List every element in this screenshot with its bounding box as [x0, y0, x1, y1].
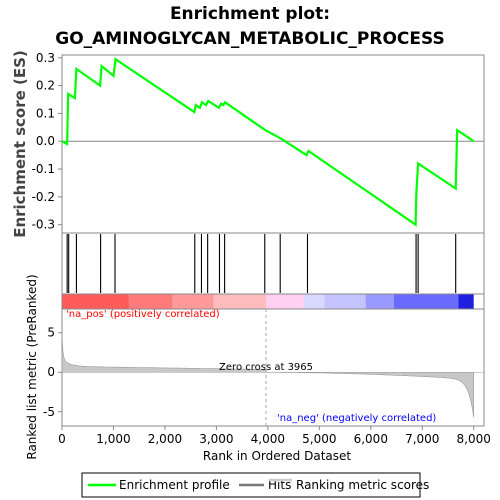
es-y-tick-label: 0.2: [36, 79, 55, 93]
x-tick-label: 3,000: [199, 432, 233, 446]
es-y-tick-label: 0.1: [36, 106, 55, 120]
ranked-y-tick-label: 5: [47, 326, 55, 340]
heatmap-segment: [62, 294, 129, 309]
x-tick-label: 5,000: [302, 432, 336, 446]
legend: Enrichment profile Hits Ranking metric s…: [81, 472, 429, 498]
heatmap-segment: [458, 294, 474, 309]
x-tick-label: 7,000: [405, 432, 439, 446]
zero-cross-label: Zero cross at 3965: [219, 362, 313, 373]
x-tick-label: 6,000: [354, 432, 388, 446]
heatmap-segment: [128, 294, 173, 309]
es-y-ticks: 0.3 0.2 0.1 0.0 -0.1 -0.2 -0.3: [32, 51, 62, 232]
enrichment-profile-line: [61, 57, 475, 227]
x-tick-label: 2,000: [148, 432, 182, 446]
chart-title-line1: Enrichment plot:: [170, 4, 330, 24]
es-y-tick-label: 0.3: [36, 51, 55, 65]
es-y-tick-label: -0.1: [32, 162, 55, 176]
es-panel-frame: [61, 54, 485, 234]
heatmap-segment: [303, 294, 325, 309]
es-panel: 0.3 0.2 0.1 0.0 -0.1 -0.2 -0.3 Enrichment scor…: [11, 50, 485, 238]
x-axis-ticks: 0 1,000 2,000 3,000 4,000 5,000 6,000 7,000 8,00…: [58, 426, 491, 446]
hits-panel-frame: [61, 232, 485, 295]
es-y-axis-title: Enrichment score (ES): [11, 50, 29, 238]
hit-marks: [66, 234, 457, 293]
x-tick-label: 8,000: [457, 432, 491, 446]
legend-label-hits: Hits: [268, 478, 291, 492]
heatmap-segment: [324, 294, 366, 309]
legend-label-ranking-metric: Ranking metric scores: [296, 478, 429, 492]
chart-title-line2: GO_AMINOGLYCAN_METABOLIC_PROCESS: [55, 29, 445, 49]
ranked-y-axis-title: Ranked list metric (PreRanked): [25, 274, 39, 459]
x-tick-label: 4,000: [251, 432, 285, 446]
ranked-y-ticks: 5 0 -5: [43, 326, 62, 419]
hits-panel: [61, 232, 485, 295]
heatmap-segment: [172, 294, 214, 309]
ranked-y-tick-label: 0: [47, 365, 55, 379]
x-tick-label: 0: [58, 432, 66, 446]
es-y-tick-label: -0.2: [32, 190, 55, 204]
legend-label-enrichment-profile: Enrichment profile: [119, 478, 230, 492]
ranked-panel: Zero cross at 3965 'na_pos' (positively …: [25, 274, 485, 460]
es-y-tick-label: -0.3: [32, 218, 55, 232]
heatmap-segment: [266, 294, 304, 309]
x-axis-title: Rank in Ordered Dataset: [203, 449, 351, 463]
heatmap-segment: [393, 294, 459, 309]
ranking-heatmap-strip: [62, 294, 474, 309]
negative-correlation-label: 'na_neg' (negatively correlated): [277, 413, 436, 424]
positive-correlation-label: 'na_pos' (positively correlated): [66, 309, 220, 320]
x-tick-label: 1,000: [96, 432, 130, 446]
es-y-tick-label: 0.0: [36, 134, 55, 148]
heatmap-segment: [365, 294, 394, 309]
heatmap-segment: [213, 294, 267, 309]
ranked-y-tick-label: -5: [43, 405, 55, 419]
